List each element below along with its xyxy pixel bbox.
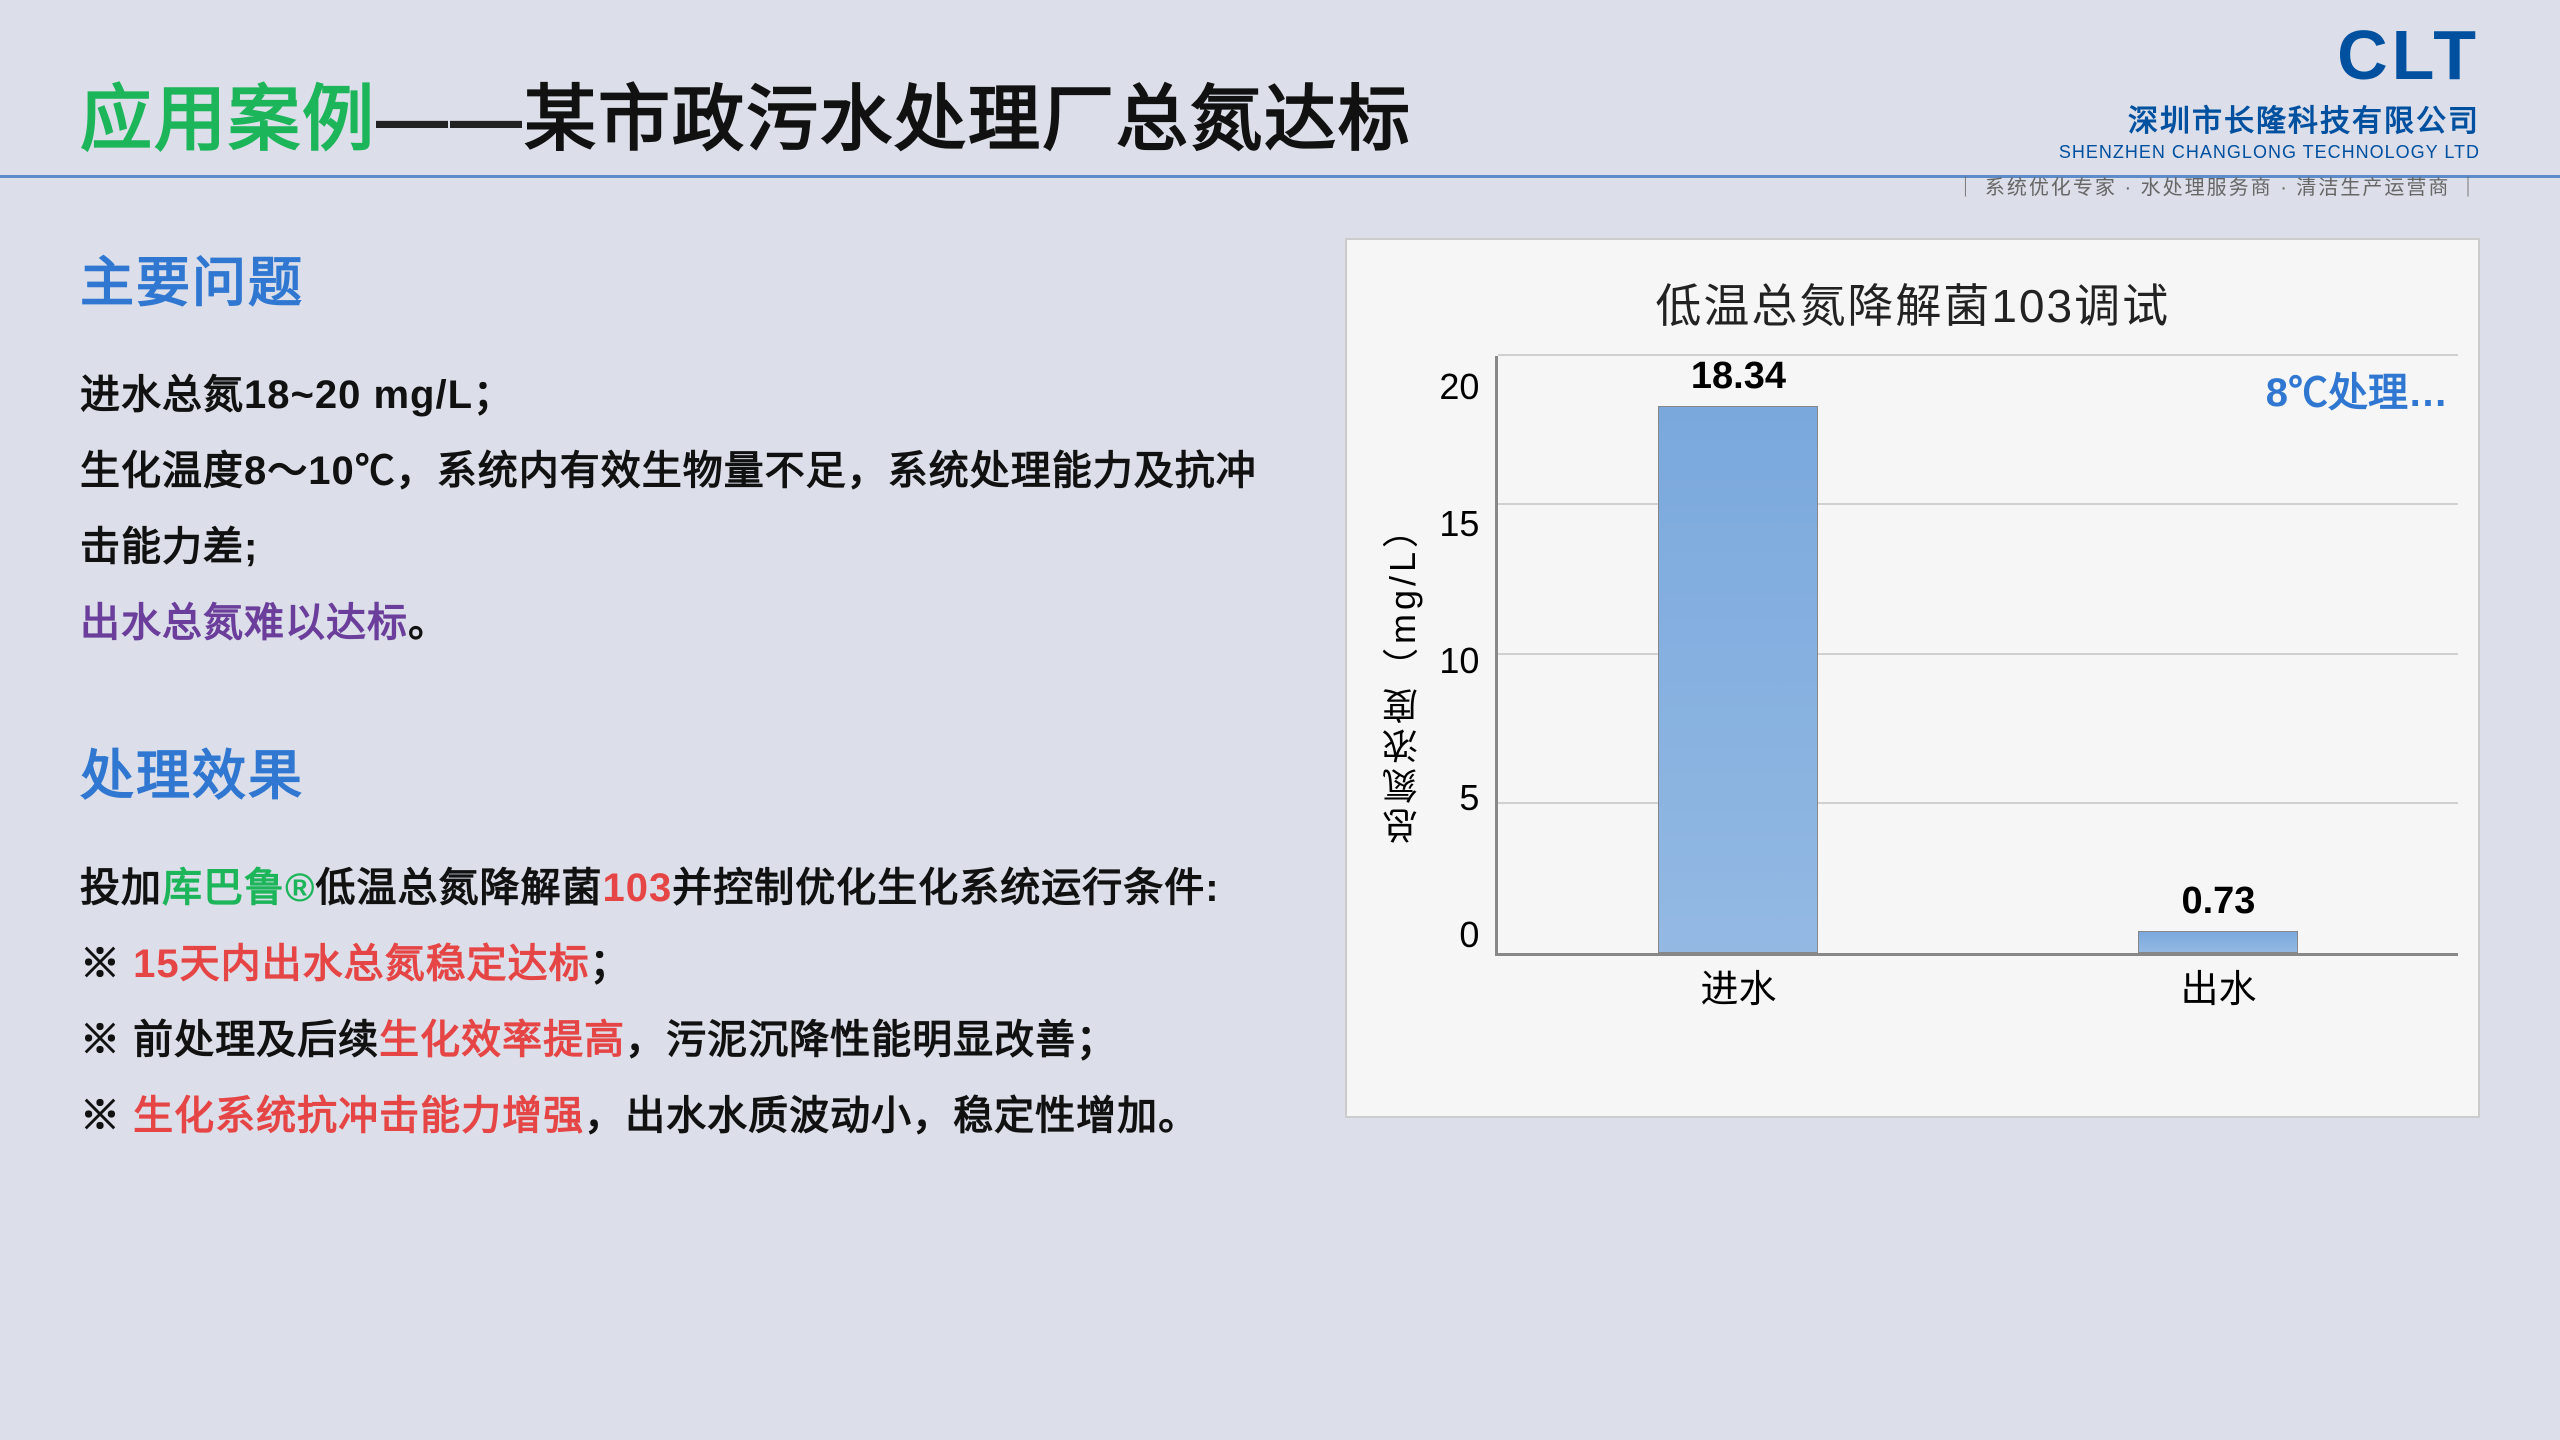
ytick: 15: [1439, 503, 1479, 545]
chart-bar: [2138, 931, 2298, 953]
r2c: ；: [590, 942, 631, 986]
chart-bar-value: 18.34: [1638, 355, 1838, 398]
chart-plot-area: 18.34进水0.73出水: [1495, 356, 2458, 956]
r4b: 生化系统抗冲击能力增强: [133, 1094, 584, 1138]
chart-gridline: [1498, 653, 2458, 655]
problem-line-2: 生化温度8～10℃，系统内有效生物量不足，系统处理能力及抗冲击能力差;: [80, 433, 1285, 585]
logo-tagline: ｜ 系统优化专家 · 水处理服务商 · 清洁生产运营商 ｜: [1955, 171, 2480, 200]
chart-gridline: [1498, 503, 2458, 505]
logo-company-en: SHENZHEN CHANGLONG TECHNOLOGY LTD: [1955, 142, 2480, 163]
title-dash: ——: [376, 80, 524, 160]
chart-bar: [1658, 406, 1818, 953]
title-main: 某市政污水处理厂总氮达标: [524, 80, 1412, 160]
result-line-1: 投加库巴鲁®低温总氮降解菌103并控制优化生化系统运行条件:: [80, 850, 1285, 926]
slide-header: 应用案例——某市政污水处理厂总氮达标 CLT 深圳市长隆科技有限公司 SHENZ…: [0, 0, 2560, 178]
text-column: 主要问题 进水总氮18~20 mg/L； 生化温度8～10℃，系统内有效生物量不…: [80, 238, 1285, 1154]
result-line-3: ※ 前处理及后续生化效率提高，污泥沉降性能明显改善；: [80, 1002, 1285, 1078]
r3b: 生化效率提高: [379, 1018, 625, 1062]
logo-company-cn: 深圳市长隆科技有限公司: [1955, 96, 2480, 140]
problem-line-3: 出水总氮难以达标。: [80, 585, 1285, 661]
problem-highlight: 出水总氮难以达标: [80, 601, 408, 645]
r3c: ，污泥沉降性能明显改善；: [625, 1018, 1117, 1062]
r3a: ※ 前处理及后续: [80, 1018, 379, 1062]
r4a: ※: [80, 1094, 133, 1138]
ytick: 10: [1439, 640, 1479, 682]
r1b: 库巴鲁®: [162, 866, 315, 910]
problem-line-3b: 。: [408, 601, 449, 645]
result-line-2: ※ 15天内出水总氮稳定达标；: [80, 926, 1285, 1002]
ytick: 5: [1459, 777, 1479, 819]
chart-bar-value: 0.73: [2118, 880, 2318, 923]
r1c: 低温总氮降解菌: [315, 866, 602, 910]
result-line-4: ※ 生化系统抗冲击能力增强，出水水质波动小，稳定性增加。: [80, 1078, 1285, 1154]
r1d: 103: [602, 866, 672, 910]
chart-title: 低温总氮降解菌103调试: [1367, 270, 2458, 336]
title-prefix: 应用案例: [80, 80, 376, 160]
r1a: 投加: [80, 866, 162, 910]
result-heading: 处理效果: [80, 731, 1285, 810]
chart-xcategory: 出水: [2118, 958, 2318, 1013]
spacer: [80, 661, 1285, 731]
content-area: 主要问题 进水总氮18~20 mg/L； 生化温度8～10℃，系统内有效生物量不…: [0, 178, 2560, 1154]
chart-wrap: 总氮浓度（mg/L） 20 15 10 5 0 18.34进水0.73出水: [1367, 356, 2458, 996]
chart-ylabel: 总氮浓度（mg/L）: [1367, 356, 1439, 996]
company-logo-block: CLT 深圳市长隆科技有限公司 SHENZHEN CHANGLONG TECHN…: [1955, 20, 2480, 200]
r2b: 15天内出水总氮稳定达标: [133, 942, 590, 986]
logo-brand: CLT: [1955, 20, 2480, 90]
chart-panel: 低温总氮降解菌103调试 8℃处理… 总氮浓度（mg/L） 20 15 10 5…: [1345, 238, 2480, 1118]
chart-yaxis: 20 15 10 5 0: [1439, 356, 1495, 996]
problem-line-1: 进水总氮18~20 mg/L；: [80, 357, 1285, 433]
problem-heading: 主要问题: [80, 238, 1285, 317]
r1e: 并控制优化生化系统运行条件:: [672, 866, 1219, 910]
ytick: 0: [1459, 914, 1479, 956]
ytick: 20: [1439, 366, 1479, 408]
r2a: ※: [80, 942, 133, 986]
r4c: ，出水水质波动小，稳定性增加。: [584, 1094, 1199, 1138]
chart-gridline: [1498, 802, 2458, 804]
chart-xcategory: 进水: [1638, 958, 1838, 1013]
